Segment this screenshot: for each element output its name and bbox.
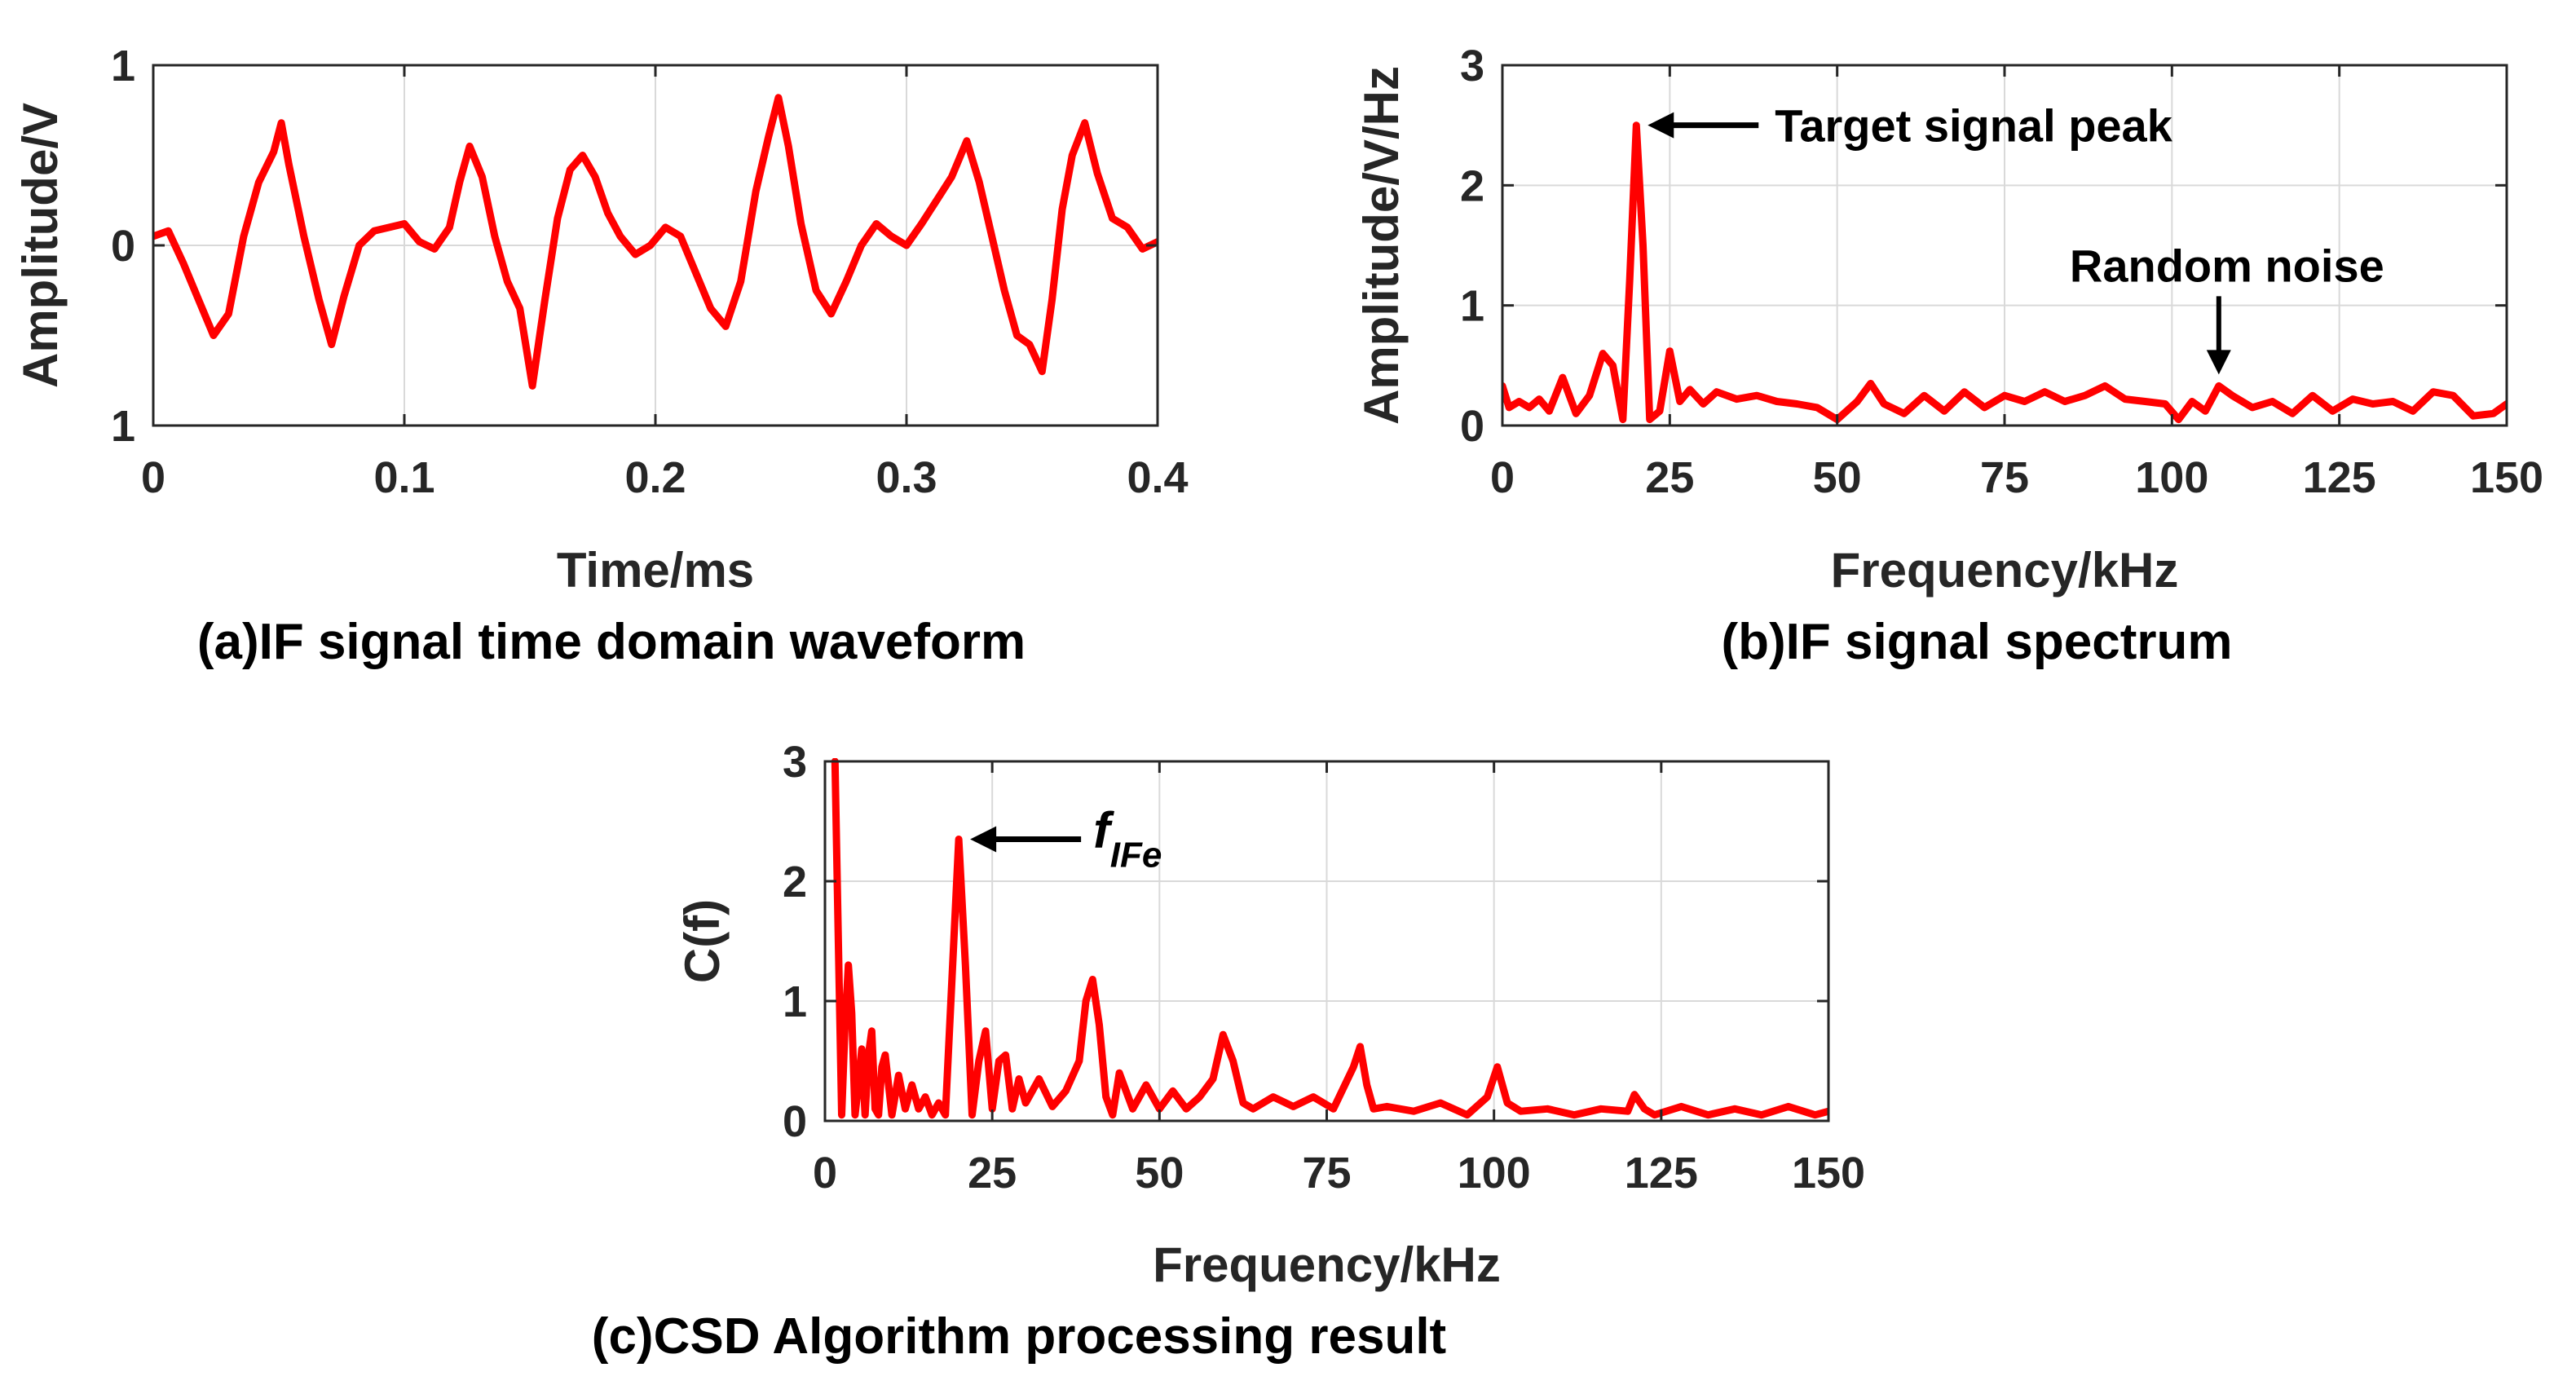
annotation-arrowhead [2206, 350, 2231, 375]
x-tick-label: 150 [2470, 453, 2543, 502]
x-tick-label: 25 [968, 1149, 1017, 1198]
y-tick-label: 2 [1460, 161, 1484, 210]
x-tick-label: 0 [813, 1149, 837, 1198]
chart-a: 0 0.1 0.2 0.3 0.4101Time/msAmplitude/V(a)IF … [13, 42, 1189, 670]
y-tick-label: 0 [783, 1097, 807, 1146]
y-axis-label: C(f) [675, 899, 730, 983]
y-tick-label: 2 [783, 858, 807, 906]
x-tick-label: 0 [1490, 453, 1515, 502]
x-tick-label: 0.1 [373, 453, 434, 502]
x-axis-label: Frequency/kHz [1153, 1237, 1501, 1292]
series-line-0 [831, 758, 1828, 1119]
y-tick-label: 1 [111, 42, 135, 90]
y-tick-label: 1 [111, 402, 135, 451]
x-tick-label: 50 [1135, 1149, 1184, 1198]
annotation-arrowhead [970, 826, 997, 853]
y-tick-label: 3 [783, 738, 807, 787]
y-axis-label: Amplitude/V/Hz [1354, 66, 1409, 425]
y-tick-label: 0 [111, 222, 135, 271]
chart-c: 0 25 50 75 100 125 150 0 1 2 3 Frequency/kHz C(f) (c)… [592, 738, 1865, 1365]
x-axis-label: Time/ms [557, 543, 754, 598]
x-tick-label: 125 [1625, 1149, 1698, 1198]
x-tick-label: 75 [1302, 1149, 1351, 1198]
series-line-0 [153, 94, 1158, 390]
chart-b: 0 25 50 75 100 125 150 0 1 2 3 Frequency/kHz Amplitu… [1354, 42, 2543, 670]
x-tick-label: 75 [1980, 453, 2029, 502]
x-tick-label: 0.2 [624, 453, 686, 502]
x-axis-label: Frequency/kHz [1831, 543, 2179, 598]
series-line-0 [1502, 121, 2507, 424]
annotation-arrowhead [1647, 112, 1674, 139]
annotation-label: Random noise [2070, 240, 2384, 291]
chart-caption: (b)IF signal spectrum [1722, 614, 2233, 670]
y-tick-label: 1 [1460, 282, 1484, 331]
y-axis-label: Amplitude/V [13, 103, 68, 388]
y-tick-label: 0 [1460, 402, 1484, 451]
x-tick-label: 0.4 [1127, 453, 1188, 502]
x-tick-label: 0.3 [876, 453, 937, 502]
y-tick-label: 3 [1460, 42, 1484, 90]
y-tick-label: 1 [783, 977, 807, 1026]
x-tick-label: 100 [1458, 1149, 1531, 1198]
x-tick-label: 125 [2303, 453, 2376, 502]
chart-caption: (c)CSD Algorithm processing result [592, 1308, 1446, 1365]
x-tick-label: 100 [2135, 453, 2208, 502]
annotation-label: fIFe [1093, 803, 1162, 876]
annotation-label: Target signal peak [1775, 100, 2172, 152]
chart-caption: (a)IF signal time domain waveform [197, 614, 1026, 670]
x-tick-label: 50 [1813, 453, 1862, 502]
x-tick-label: 150 [1792, 1149, 1865, 1198]
annotation-subscript: IFe [1110, 836, 1162, 876]
x-tick-label: 0 [141, 453, 165, 502]
x-tick-label: 25 [1645, 453, 1694, 502]
